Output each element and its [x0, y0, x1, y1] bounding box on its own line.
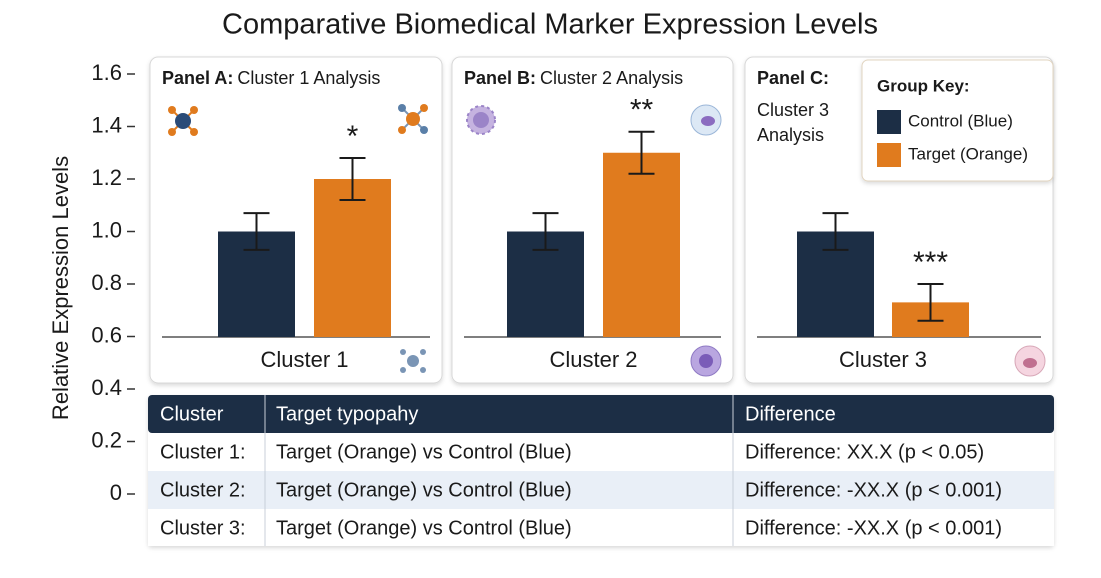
legend-swatch [877, 143, 901, 167]
chart-title: Comparative Biomedical Marker Expression… [222, 9, 878, 41]
legend-label: Control (Blue) [908, 111, 1013, 130]
cell-icon [1014, 345, 1046, 377]
table: Cluster Target typopahy Difference Cluster … [148, 395, 1054, 546]
bar [603, 152, 680, 337]
table-cell: Target (Orange) vs Control (Blue) [276, 441, 572, 463]
y-axis-label: Relative Expression Levels [48, 156, 73, 420]
table-header-bg [148, 395, 1054, 433]
table-cell: Target (Orange) vs Control (Blue) [276, 479, 572, 501]
molecule-icon [168, 106, 198, 136]
y-tick-label: 0 [110, 480, 122, 505]
legend-label: Target (Orange) [908, 144, 1028, 163]
panel-title-text: Panel A: Cluster 1 Analysis [162, 66, 434, 90]
y-tick-label: 1.4 [91, 112, 122, 137]
significance-label: * [347, 120, 359, 153]
table-cell: Cluster 2: [160, 479, 246, 501]
panel-title-text: Panel C: Cluster 3 Analysis [757, 66, 857, 147]
x-tick-label: Cluster 3 [839, 347, 927, 372]
virus-icon [466, 105, 496, 135]
table-cell: Cluster 1: [160, 441, 246, 463]
significance-label: ** [630, 94, 654, 127]
table-cell: Difference: XX.X (p < 0.05) [745, 441, 984, 463]
y-tick-label: 0.2 [91, 427, 122, 452]
panel-subtitle: Cluster 1 Analysis [237, 68, 381, 88]
panel-title: Panel C: Cluster 3 Analysis [757, 66, 857, 147]
y-tick-label: 0.6 [91, 322, 122, 347]
panel-label: Panel C: [757, 68, 830, 88]
y-tick-label: 1.0 [91, 217, 122, 242]
molecule-icon [398, 104, 428, 134]
panel-label: Panel A: [162, 68, 234, 88]
panel-title: Panel B: Cluster 2 Analysis [464, 66, 725, 90]
panel-subtitle: Cluster 3 Analysis [757, 100, 830, 145]
error-bar [243, 212, 270, 251]
error-bar [532, 212, 559, 251]
table-cell: Cluster 3: [160, 517, 246, 539]
table-header-cell: Difference [745, 403, 836, 425]
significance-label: *** [913, 246, 948, 279]
cell-icon [690, 104, 722, 136]
y-tick-label: 0.4 [91, 375, 122, 400]
legend: Group Key: Control (Blue) Target (Orange) [861, 59, 1054, 182]
icons [168, 104, 1046, 377]
y-tick-label: 1.6 [91, 60, 122, 85]
error-bar [628, 130, 655, 175]
y-tick-label: 0.8 [91, 270, 122, 295]
table-cell: Difference: -XX.X (p < 0.001) [745, 517, 1002, 539]
table-header-cell: Cluster [160, 403, 224, 425]
table-row-bg [148, 471, 1054, 509]
error-bar [917, 283, 944, 322]
panel-label: Panel B: [464, 68, 537, 88]
panel-subtitle: Cluster 2 Analysis [540, 68, 684, 88]
error-bar [822, 212, 849, 251]
panel-title-text: Panel B: Cluster 2 Analysis [464, 66, 725, 90]
legend-box [861, 59, 1054, 182]
panel-title: Panel A: Cluster 1 Analysis [162, 66, 434, 90]
error-bar [339, 157, 366, 201]
cell-icon [690, 345, 722, 377]
legend-swatch [877, 110, 901, 134]
x-tick-label: Cluster 1 [260, 347, 348, 372]
bar [314, 179, 391, 337]
table-row-bg [148, 433, 1054, 471]
table-cell: Difference: -XX.X (p < 0.001) [745, 479, 1002, 501]
table-cell: Target (Orange) vs Control (Blue) [276, 517, 572, 539]
table-header-cell: Target typopahy [276, 403, 418, 425]
panels: Panel A: Cluster 1 Analysis * Cluster 1 Pane… [149, 56, 1054, 384]
legend-title: Group Key: [877, 76, 970, 95]
x-tick-label: Cluster 2 [549, 347, 637, 372]
y-tick-label: 1.2 [91, 165, 122, 190]
table-row-bg [148, 509, 1054, 546]
molecule-icon [400, 349, 426, 373]
